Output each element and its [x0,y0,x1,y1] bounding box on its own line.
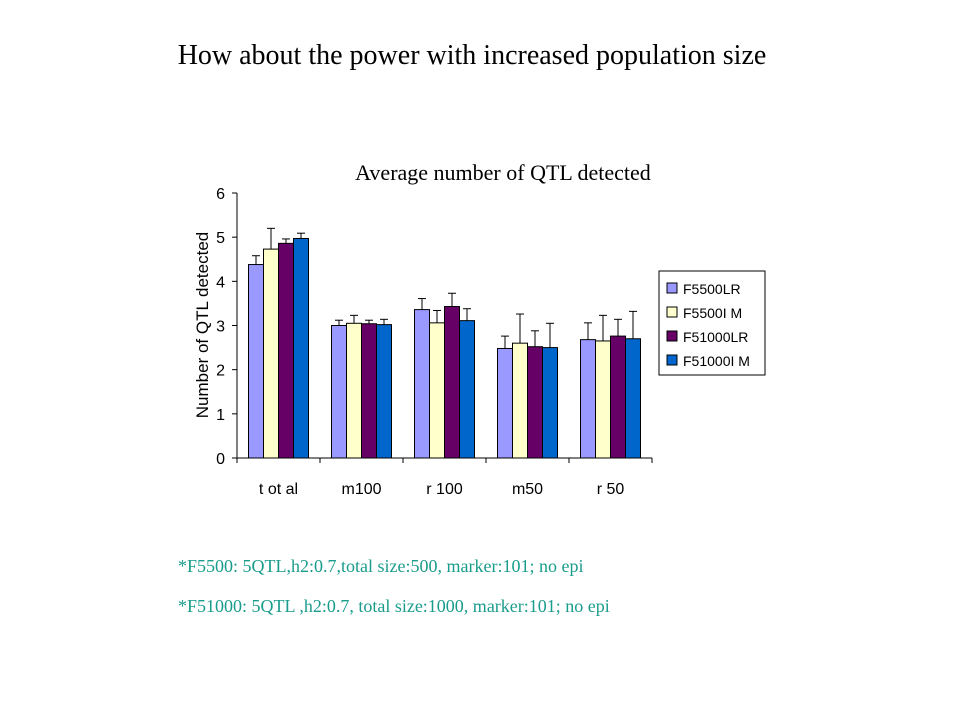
chart-title: Average number of QTL detected [355,160,651,185]
bar-f5500im [346,322,362,459]
chart-bars [248,227,641,459]
bar-f51000lr [527,346,543,459]
footnote-f51000: *F51000: 5QTL ,h2:0.7, total size:1000, … [178,596,610,616]
footnote-f5500: *F5500: 5QTL,h2:0.7,total size:500, mark… [178,556,584,576]
y-tick-label: 0 [216,451,225,468]
x-category-label: t ot al [259,481,298,498]
bar-f51000im [376,324,392,459]
chart-axes: 0 1 2 3 4 5 6 t ot al m100 r 100 m50 r 50 [216,186,653,498]
bar-f5500im [512,342,528,459]
x-category-label: r 50 [597,481,625,498]
legend-swatch [666,354,678,366]
legend-swatch [666,306,678,318]
bar-f5500im [429,322,445,459]
bar-f5500lr [248,264,264,459]
bar-f51000lr [278,242,294,459]
slide-title: How about the power with increased popul… [177,40,767,71]
bar-f51000lr [444,306,460,459]
y-tick-label: 4 [216,274,225,291]
legend-label: F51000LR [683,329,748,345]
x-category-label: m100 [341,481,381,498]
legend-swatch [666,282,678,294]
bar-f5500lr [497,347,513,459]
bar-f5500im [263,248,279,459]
y-tick-label: 3 [216,319,225,336]
legend-label: F51000I M [683,353,750,369]
bar-f51000lr [610,335,626,459]
x-category-label: r 100 [426,481,463,498]
bar-f51000im [293,237,309,459]
y-tick-label: 6 [216,186,225,203]
bar-f51000im [625,338,641,459]
bar-f51000im [542,347,558,459]
y-tick-label: 2 [216,363,225,380]
legend-swatch [666,330,678,342]
x-category-label: m50 [512,481,543,498]
legend-label: F5500I M [683,305,742,321]
bar-f5500lr [414,309,430,459]
y-tick-label: 1 [216,407,225,424]
bar-f5500im [595,340,611,459]
y-tick-label: 5 [216,230,225,247]
legend-label: F5500LR [683,281,741,297]
bar-f5500lr [580,339,596,459]
bar-f51000im [459,320,475,459]
bar-f51000lr [361,323,377,459]
bar-f5500lr [331,325,347,459]
chart-legend: F5500LR F5500I M F51000LR F51000I M [658,270,766,376]
